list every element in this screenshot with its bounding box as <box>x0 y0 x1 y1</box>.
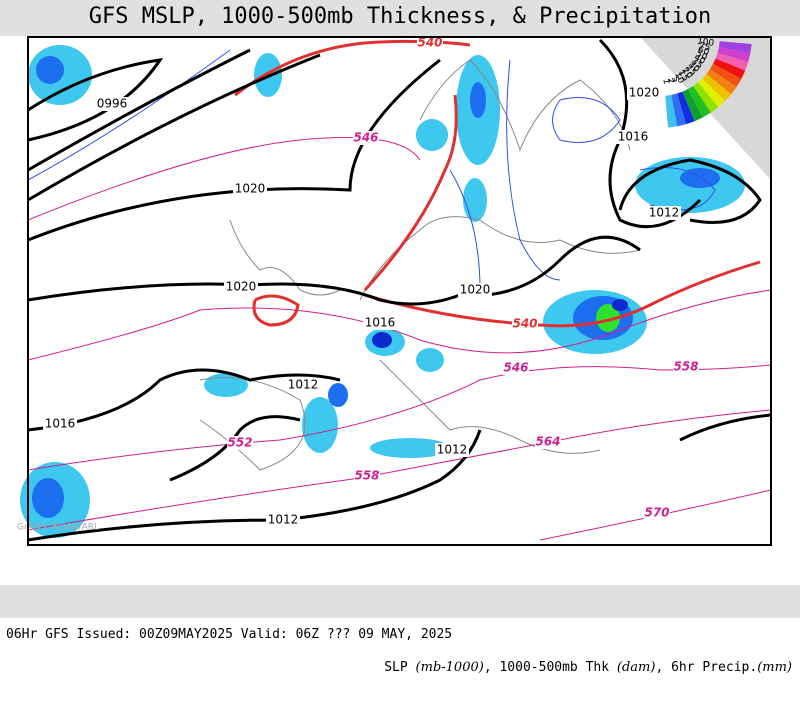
legend-swatch <box>688 85 711 118</box>
thickness-label: 558 <box>673 360 698 374</box>
label-bg <box>535 435 561 449</box>
pressure-label: 0996 <box>97 97 128 111</box>
unit-text: , 1000-500mb Thk <box>483 660 617 675</box>
pressure-label: 1020 <box>460 283 491 297</box>
label-bg <box>458 283 492 297</box>
legend-swatch <box>665 94 678 128</box>
legend-swatch <box>717 47 751 63</box>
label-bg <box>616 130 650 144</box>
label-bg <box>354 469 380 483</box>
pressure-label: 1012 <box>649 206 680 220</box>
legend-label: 60 <box>696 45 710 58</box>
label-bg <box>647 206 681 220</box>
legend-swatch <box>713 58 746 79</box>
label-bg <box>644 506 670 520</box>
label-bg <box>224 280 258 294</box>
pressure-label: 1020 <box>226 280 257 294</box>
map-area <box>28 37 771 545</box>
unit-text: , 6hr Precip. <box>655 660 758 675</box>
thickness-label: 546 <box>503 361 528 375</box>
unit-text: (mb-1000) <box>415 660 484 675</box>
thickness-label: 558 <box>354 469 379 483</box>
pressure-label: 1012 <box>288 378 319 392</box>
thickness-label: 552 <box>227 436 252 450</box>
contour-labels: 0996 1020 1016 1020 1012 1020 1020 1016 1012 1016… <box>43 36 699 527</box>
label-bg <box>43 417 77 431</box>
legend-label: 75 <box>698 41 711 53</box>
legend-swatch <box>709 64 742 87</box>
label-bg <box>353 131 379 145</box>
credit: GrADS: NOAA/ARL <box>17 523 99 533</box>
label-bg <box>503 361 529 375</box>
legend-swatch <box>676 91 695 125</box>
thickness-label: 546 <box>353 131 378 145</box>
pressure-label: 1016 <box>618 130 649 144</box>
map-frame <box>27 36 772 546</box>
label-bg <box>233 182 267 196</box>
label-bg <box>417 36 443 50</box>
legend-swatch <box>682 89 703 122</box>
legend-swatch <box>718 41 752 54</box>
page: GFS MSLP, 1000-500mb Thickness, & Precip… <box>0 0 800 675</box>
pressure-label: 1020 <box>629 86 660 100</box>
legend-swatch <box>693 82 719 113</box>
units: SLP (mb-1000), 1000-500mb Thk (dam), 6hr… <box>384 651 792 684</box>
legend-swatch <box>671 93 687 127</box>
issued: 06Hr GFS Issued: 00Z09MAY2025 Valid: 06Z… <box>6 627 453 642</box>
label-bg <box>227 436 253 450</box>
footer: 06Hr GFS Issued: 00Z09MAY2025 Valid: 06Z… <box>0 585 800 675</box>
legend-swatch <box>715 52 749 71</box>
label-bg <box>512 317 538 331</box>
thickness-label: 540 <box>512 317 537 331</box>
legend-label: 50 <box>694 49 709 63</box>
isobars <box>27 38 772 542</box>
legend-label: 1 <box>660 78 671 85</box>
label-bg <box>627 86 661 100</box>
label-bg <box>673 360 699 374</box>
legend-label: 2 <box>665 77 676 85</box>
label-bg <box>95 97 129 111</box>
map: GrADS: NOAA/ARL 0996 1020 1016 1020 1012 1020… <box>17 36 772 546</box>
pressure-label: 1020 <box>235 182 266 196</box>
legend-swatch <box>706 69 737 95</box>
label-bg <box>435 443 469 457</box>
unit-text: (dam) <box>616 660 656 675</box>
pressure-label: 1016 <box>365 316 396 330</box>
legend-label: 15 <box>676 68 690 83</box>
thickness-label: 570 <box>644 506 669 520</box>
unit-text: SLP <box>384 660 416 675</box>
label-bg <box>363 316 397 330</box>
legend-label: 10 <box>672 71 686 86</box>
title: GFS MSLP, 1000-500mb Thickness, & Precip… <box>0 0 800 36</box>
pressure-label: 1016 <box>45 417 76 431</box>
label-bg <box>286 378 320 392</box>
pressure-label: 1012 <box>268 513 299 527</box>
legend-swatch <box>697 78 726 108</box>
label-bg <box>266 513 300 527</box>
legend-swatch <box>702 73 732 102</box>
legend-label: 100 <box>696 37 715 49</box>
thickness-label: 564 <box>535 435 560 449</box>
unit-text: (mm) <box>757 660 792 675</box>
legend-label: 5 <box>669 75 680 84</box>
thickness-label: 540 <box>417 36 442 50</box>
pressure-label: 1012 <box>437 443 468 457</box>
